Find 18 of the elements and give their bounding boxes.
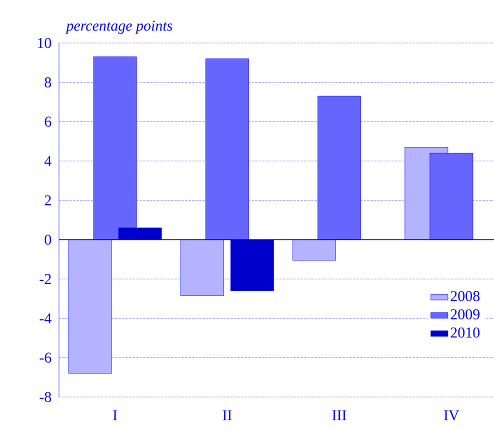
y-tick-label: 2 [44, 195, 51, 206]
legend-label: 2008 [450, 291, 480, 302]
x-tick-label: I [113, 410, 118, 420]
legend-label: 2010 [450, 327, 480, 338]
y-tick-label: -8 [40, 392, 52, 402]
legend-label: 2009 [450, 309, 480, 320]
y-tick-label: 10 [38, 38, 52, 48]
y-tick-label: 6 [44, 116, 52, 127]
y-tick-label: -6 [40, 352, 52, 363]
y-tick-label: -2 [40, 274, 51, 284]
x-tick-label: IV [444, 410, 460, 420]
y-axis-title: percentage points [65, 20, 172, 34]
x-tick-label: III [332, 410, 346, 420]
y-tick-label: 8 [44, 77, 52, 88]
y-tick-label: 0 [44, 234, 52, 245]
y-tick-label: -4 [40, 313, 52, 324]
y-tick-label: 4 [44, 156, 52, 166]
x-tick-label: II [222, 410, 232, 420]
